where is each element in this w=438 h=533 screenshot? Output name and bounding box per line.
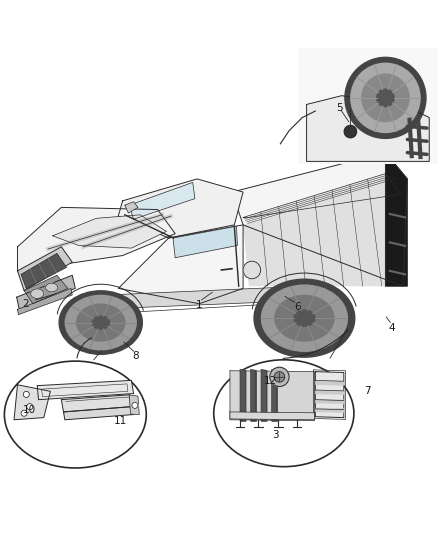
Ellipse shape	[362, 74, 409, 122]
Circle shape	[274, 372, 285, 382]
Polygon shape	[88, 287, 280, 310]
Polygon shape	[307, 96, 429, 161]
Circle shape	[270, 367, 289, 386]
Polygon shape	[18, 247, 72, 290]
Text: 2: 2	[22, 298, 29, 309]
Polygon shape	[385, 152, 407, 286]
Polygon shape	[21, 253, 67, 288]
Polygon shape	[129, 395, 139, 415]
Text: 7: 7	[364, 386, 371, 397]
Ellipse shape	[65, 295, 136, 350]
Polygon shape	[118, 225, 243, 304]
Polygon shape	[232, 152, 407, 286]
Circle shape	[344, 125, 357, 138]
Circle shape	[21, 410, 27, 416]
Polygon shape	[173, 226, 237, 258]
Text: 3: 3	[272, 430, 279, 440]
Polygon shape	[18, 207, 175, 271]
FancyArrowPatch shape	[77, 338, 92, 358]
Polygon shape	[17, 275, 75, 310]
Ellipse shape	[261, 285, 347, 351]
Circle shape	[243, 261, 261, 279]
Ellipse shape	[377, 89, 394, 107]
Text: 11: 11	[114, 416, 127, 426]
Polygon shape	[315, 372, 344, 418]
Polygon shape	[64, 407, 134, 420]
Circle shape	[23, 391, 29, 398]
FancyArrowPatch shape	[283, 330, 348, 358]
Circle shape	[27, 403, 33, 410]
Polygon shape	[61, 395, 131, 412]
Polygon shape	[118, 179, 243, 238]
Text: 10: 10	[23, 405, 36, 415]
Polygon shape	[243, 179, 401, 286]
Polygon shape	[230, 371, 314, 421]
Ellipse shape	[59, 291, 142, 354]
Ellipse shape	[254, 279, 355, 357]
Polygon shape	[14, 385, 50, 420]
Ellipse shape	[214, 360, 354, 467]
Ellipse shape	[351, 63, 420, 133]
Ellipse shape	[275, 295, 334, 341]
Text: 4: 4	[389, 323, 396, 333]
Ellipse shape	[31, 289, 44, 298]
Text: 6: 6	[294, 302, 301, 312]
Polygon shape	[18, 288, 72, 314]
Ellipse shape	[294, 310, 315, 326]
Polygon shape	[37, 381, 134, 400]
Polygon shape	[129, 182, 195, 219]
Polygon shape	[125, 201, 138, 213]
Ellipse shape	[46, 283, 58, 292]
Ellipse shape	[4, 361, 146, 468]
Text: 12: 12	[264, 376, 277, 386]
Ellipse shape	[345, 58, 426, 139]
Text: 1: 1	[196, 300, 203, 310]
Text: 8: 8	[132, 351, 139, 361]
Polygon shape	[230, 412, 314, 420]
Polygon shape	[53, 215, 166, 248]
Polygon shape	[298, 47, 438, 164]
Ellipse shape	[77, 304, 125, 341]
Text: 5: 5	[336, 103, 343, 113]
Circle shape	[132, 402, 138, 408]
Ellipse shape	[92, 316, 110, 329]
Polygon shape	[243, 174, 401, 217]
Polygon shape	[24, 275, 68, 304]
